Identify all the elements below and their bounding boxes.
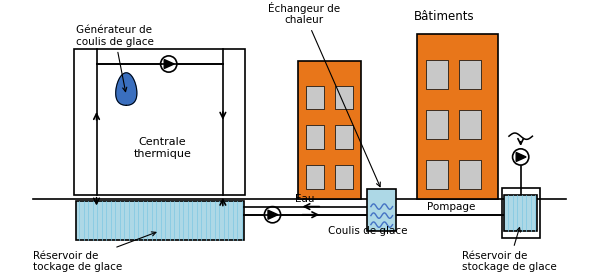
Bar <box>335 165 353 189</box>
Bar <box>426 110 448 139</box>
Bar <box>426 160 448 189</box>
Polygon shape <box>164 59 174 68</box>
Bar <box>417 34 498 199</box>
Text: Générateur de
coulis de glace: Générateur de coulis de glace <box>76 25 154 92</box>
Bar <box>367 189 396 231</box>
Text: Eau: Eau <box>295 194 314 204</box>
Bar <box>460 60 481 89</box>
Bar <box>505 195 537 231</box>
Bar <box>460 110 481 139</box>
Text: Réservoir de
tockage de glace: Réservoir de tockage de glace <box>34 232 156 272</box>
Bar <box>306 165 324 189</box>
Bar <box>76 201 244 240</box>
Bar <box>298 61 361 199</box>
Polygon shape <box>268 210 278 219</box>
Bar <box>306 86 324 109</box>
Text: Bâtiments: Bâtiments <box>413 10 474 23</box>
Bar <box>426 60 448 89</box>
Text: Échangeur de
chaleur: Échangeur de chaleur <box>268 2 380 187</box>
Text: Coulis de glace: Coulis de glace <box>328 226 407 236</box>
Bar <box>306 125 324 149</box>
Polygon shape <box>116 73 137 105</box>
Bar <box>74 49 245 195</box>
Text: Pompage: Pompage <box>427 202 475 212</box>
Bar <box>335 86 353 109</box>
Text: Réservoir de
stockage de glace: Réservoir de stockage de glace <box>462 228 557 272</box>
Text: Centrale
thermique: Centrale thermique <box>133 137 191 159</box>
Bar <box>335 125 353 149</box>
Polygon shape <box>516 152 526 161</box>
Bar <box>460 160 481 189</box>
Bar <box>502 188 539 238</box>
